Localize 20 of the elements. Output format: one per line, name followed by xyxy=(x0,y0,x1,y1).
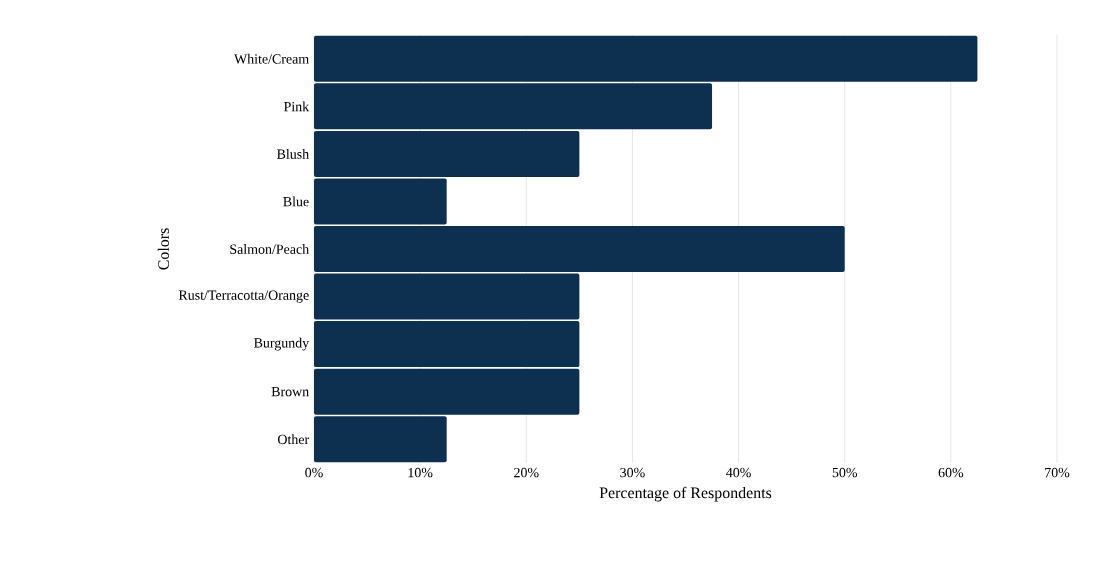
y-tick-label: Pink xyxy=(283,101,310,112)
y-tick-label: Brown xyxy=(271,387,309,397)
x-tick-label: 60% xyxy=(938,467,964,478)
bar xyxy=(314,226,845,273)
x-tick-label: 30% xyxy=(620,467,645,478)
x-tick-label: 40% xyxy=(726,467,751,478)
y-tick-label: Burgundy xyxy=(254,337,310,351)
x-tick-label: 50% xyxy=(832,467,858,478)
y-tick-label: Blush xyxy=(277,148,309,159)
x-tick-label: 10% xyxy=(408,467,433,478)
y-tick-label: Salmon/Peach xyxy=(230,244,309,254)
y-tick-label: Other xyxy=(277,434,310,445)
x-axis-title: Percentage of Respondents xyxy=(599,486,772,502)
y-tick-label: Rust/Terracotta/Orange xyxy=(178,290,309,303)
x-tick-label: 20% xyxy=(514,467,539,478)
y-tick-label: White/Cream xyxy=(234,53,309,64)
y-axis-title: Colors xyxy=(157,228,169,270)
x-tick-label: 70% xyxy=(1045,467,1070,478)
x-tick-label: 0% xyxy=(305,467,323,478)
y-tick-label: Blue xyxy=(283,196,309,207)
